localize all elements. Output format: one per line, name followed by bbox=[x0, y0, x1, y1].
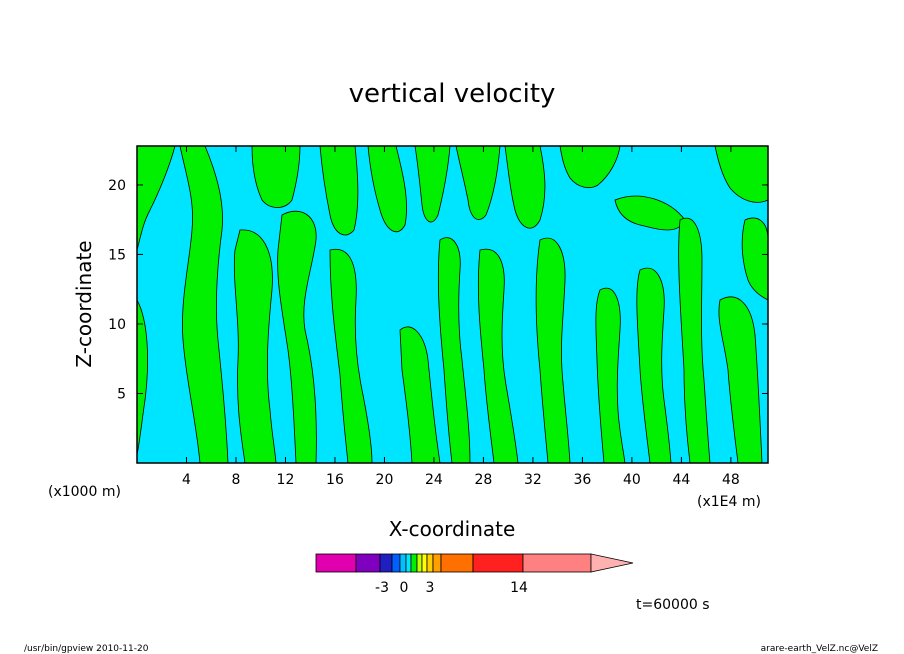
x-tick-label: 40 bbox=[623, 472, 641, 488]
x-tick-label: 4 bbox=[182, 472, 191, 488]
plot-area bbox=[136, 145, 769, 464]
positive-region-16 bbox=[559, 145, 621, 189]
x-tick-label: 32 bbox=[524, 472, 542, 488]
colorbar-label: -3 bbox=[375, 580, 389, 596]
positive-velocity-regions bbox=[136, 145, 769, 464]
positive-region-12 bbox=[455, 145, 501, 220]
colorbar-segment bbox=[416, 553, 423, 573]
footer-left: /usr/bin/gpview 2010-11-20 bbox=[24, 644, 149, 654]
colorbar-segment bbox=[315, 553, 357, 573]
positive-region-3 bbox=[233, 229, 277, 464]
colorbar-segment bbox=[426, 553, 434, 573]
positive-region-1 bbox=[136, 299, 148, 456]
positive-region-10 bbox=[414, 145, 451, 223]
x-axis-ticks: 4 8 12 16 20 24 28 32 36 40 44 48 bbox=[182, 146, 740, 488]
colorbar-segment bbox=[522, 553, 592, 573]
colorbar-segment bbox=[440, 553, 474, 573]
chart-title: vertical velocity bbox=[349, 79, 556, 109]
y-axis-label: Z-coordinate bbox=[72, 240, 96, 367]
y-tick-label: 15 bbox=[108, 247, 126, 263]
colorbar-labels: -3 0 3 14 bbox=[375, 580, 528, 596]
y-tick-label: 10 bbox=[108, 317, 126, 333]
positive-region-5 bbox=[277, 210, 317, 464]
colorbar-segment bbox=[410, 553, 418, 573]
plot-frame bbox=[136, 145, 769, 464]
colorbar-segment bbox=[379, 553, 393, 573]
positive-region-7 bbox=[329, 248, 373, 464]
positive-region-6 bbox=[319, 145, 359, 236]
colorbar-segment bbox=[399, 553, 407, 573]
x-tick-label: 12 bbox=[277, 472, 295, 488]
y-tick-label: 5 bbox=[117, 386, 126, 402]
positive-region-8 bbox=[367, 145, 407, 233]
x-axis-label: X-coordinate bbox=[389, 517, 516, 541]
x-tick-label: 8 bbox=[232, 472, 241, 488]
colorbar-segment bbox=[405, 553, 412, 573]
colorbar-tip bbox=[590, 553, 634, 573]
time-label: t=60000 s bbox=[636, 597, 710, 613]
positive-region-0 bbox=[136, 145, 176, 251]
y-tick-label: 20 bbox=[108, 178, 126, 194]
x-tick-label: 44 bbox=[672, 472, 690, 488]
colorbar-segment bbox=[391, 553, 401, 573]
footer-right: arare-earth_VelZ.nc@VelZ bbox=[761, 644, 878, 654]
colorbar bbox=[315, 553, 634, 573]
positive-region-23 bbox=[741, 217, 769, 301]
colorbar-segment bbox=[355, 553, 381, 573]
colorbar-segment bbox=[432, 553, 442, 573]
colorbar-label: 0 bbox=[400, 580, 409, 596]
x-tick-label: 36 bbox=[573, 472, 591, 488]
x-tick-label: 24 bbox=[425, 472, 443, 488]
x-tick-label: 20 bbox=[376, 472, 394, 488]
positive-region-18 bbox=[614, 195, 686, 231]
colorbar-label: 3 bbox=[426, 580, 435, 596]
positive-region-14 bbox=[504, 145, 546, 229]
positive-region-21 bbox=[714, 145, 769, 203]
positive-region-15 bbox=[535, 237, 571, 464]
positive-region-20 bbox=[678, 217, 711, 464]
x-unit-right: (x1E4 m) bbox=[697, 494, 761, 510]
x-tick-label: 16 bbox=[326, 472, 344, 488]
colorbar-segment bbox=[421, 553, 428, 573]
positive-region-19 bbox=[636, 267, 672, 464]
positive-region-11 bbox=[437, 237, 471, 464]
positive-region-4 bbox=[251, 145, 301, 208]
x-unit-left: (x1000 m) bbox=[48, 484, 121, 500]
positive-region-13 bbox=[477, 248, 519, 464]
colorbar-label: 14 bbox=[510, 580, 528, 596]
x-tick-label: 28 bbox=[475, 472, 493, 488]
colorbar-segment bbox=[472, 553, 524, 573]
y-axis-ticks: 5 10 15 20 bbox=[108, 178, 768, 402]
positive-region-17 bbox=[595, 287, 626, 464]
positive-region-9 bbox=[399, 326, 441, 464]
x-tick-label: 48 bbox=[722, 472, 740, 488]
